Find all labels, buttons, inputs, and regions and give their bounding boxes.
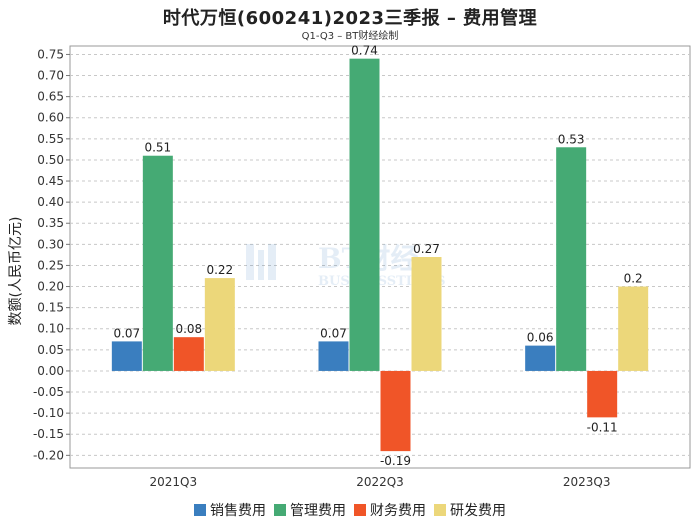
- y-tick-label: 0.65: [37, 90, 64, 104]
- data-label: 0.07: [113, 326, 140, 340]
- legend-swatch: [354, 504, 366, 516]
- data-label: 0.07: [320, 326, 347, 340]
- bars: 0.07 0.51 0.08 0.22 0.07 0.74 -0.19 0.27 0.06 0.5…: [111, 44, 649, 468]
- watermark-mark: [246, 244, 254, 280]
- x-tick-label: 2022Q3: [356, 475, 404, 489]
- legend-swatch: [194, 504, 206, 516]
- data-label: 0.22: [206, 263, 233, 277]
- bar-2021Q3-财务费用: [173, 337, 204, 371]
- y-tick-label: -0.15: [33, 427, 64, 441]
- watermark-mark: [268, 244, 276, 280]
- data-label: 0.27: [413, 242, 440, 256]
- legend-item: 研发费用: [434, 500, 506, 520]
- watermark-mark: [258, 250, 264, 280]
- data-label: -0.11: [587, 420, 618, 434]
- x-tick-label: 2021Q3: [150, 475, 198, 489]
- x-tick-label: 2023Q3: [563, 475, 611, 489]
- data-label: 0.2: [624, 272, 643, 286]
- legend-label: 财务费用: [370, 503, 426, 519]
- bar-2023Q3-财务费用: [587, 370, 618, 418]
- y-tick-label: 0.50: [37, 153, 64, 167]
- bar-2023Q3-研发费用: [618, 286, 649, 371]
- legend-label: 管理费用: [290, 503, 346, 519]
- legend-item: 销售费用: [194, 500, 266, 520]
- y-tick-label: 0.55: [37, 132, 64, 146]
- bar-2023Q3-管理费用: [556, 147, 587, 371]
- y-tick-label: 0.70: [37, 69, 64, 83]
- y-tick-label: 0.60: [37, 111, 64, 125]
- y-tick-label: 0.30: [37, 237, 64, 251]
- y-tick-label: 0.35: [37, 216, 64, 230]
- y-tick-label: 0.45: [37, 174, 64, 188]
- data-label: 0.53: [558, 132, 585, 146]
- bar-2021Q3-管理费用: [142, 155, 173, 371]
- data-label: -0.19: [380, 454, 411, 468]
- y-axis-label: 数额(人民币亿元): [8, 217, 24, 326]
- chart-subtitle: Q1-Q3 – BT财经绘制: [301, 31, 399, 42]
- legend-item: 财务费用: [354, 500, 426, 520]
- axes: 0.75 0.70 0.65 0.60 0.55 0.50 0.45 0.40 0.35 0.30…: [33, 47, 611, 489]
- bar-2023Q3-销售费用: [525, 345, 556, 371]
- bar-2022Q3-管理费用: [349, 58, 380, 371]
- y-tick-label: 0.05: [37, 343, 64, 357]
- bar-2021Q3-销售费用: [111, 341, 142, 371]
- data-label: 0.74: [351, 44, 378, 58]
- y-tick-label: -0.10: [33, 406, 64, 420]
- data-label: 0.08: [175, 322, 202, 336]
- chart-legend: 销售费用 管理费用 财务费用 研发费用: [0, 500, 700, 520]
- y-tick-label: 0.15: [37, 301, 64, 315]
- y-tick-label: -0.20: [33, 448, 64, 462]
- y-tick-label: 0.25: [37, 258, 64, 272]
- data-label: 0.06: [527, 331, 554, 345]
- y-tick-label: 0.75: [37, 47, 64, 61]
- legend-item: 管理费用: [274, 500, 346, 520]
- chart-title: 时代万恒(600241)2023三季报 – 费用管理: [162, 8, 538, 29]
- bar-2022Q3-销售费用: [318, 341, 349, 371]
- plot-frame: [69, 45, 691, 469]
- y-tick-label: 0.00: [37, 364, 64, 378]
- grid-lines: [69, 45, 691, 469]
- legend-label: 销售费用: [210, 503, 266, 519]
- legend-label: 研发费用: [450, 503, 506, 519]
- bar-2022Q3-研发费用: [411, 257, 442, 371]
- legend-swatch: [434, 504, 446, 516]
- y-tick-label: -0.05: [33, 385, 64, 399]
- legend-swatch: [274, 504, 286, 516]
- y-tick-label: 0.40: [37, 195, 64, 209]
- bar-2021Q3-研发费用: [204, 278, 235, 371]
- y-tick-label: 0.20: [37, 280, 64, 294]
- y-tick-label: 0.10: [37, 322, 64, 336]
- data-label: 0.51: [144, 141, 171, 155]
- bar-2022Q3-财务费用: [380, 370, 411, 452]
